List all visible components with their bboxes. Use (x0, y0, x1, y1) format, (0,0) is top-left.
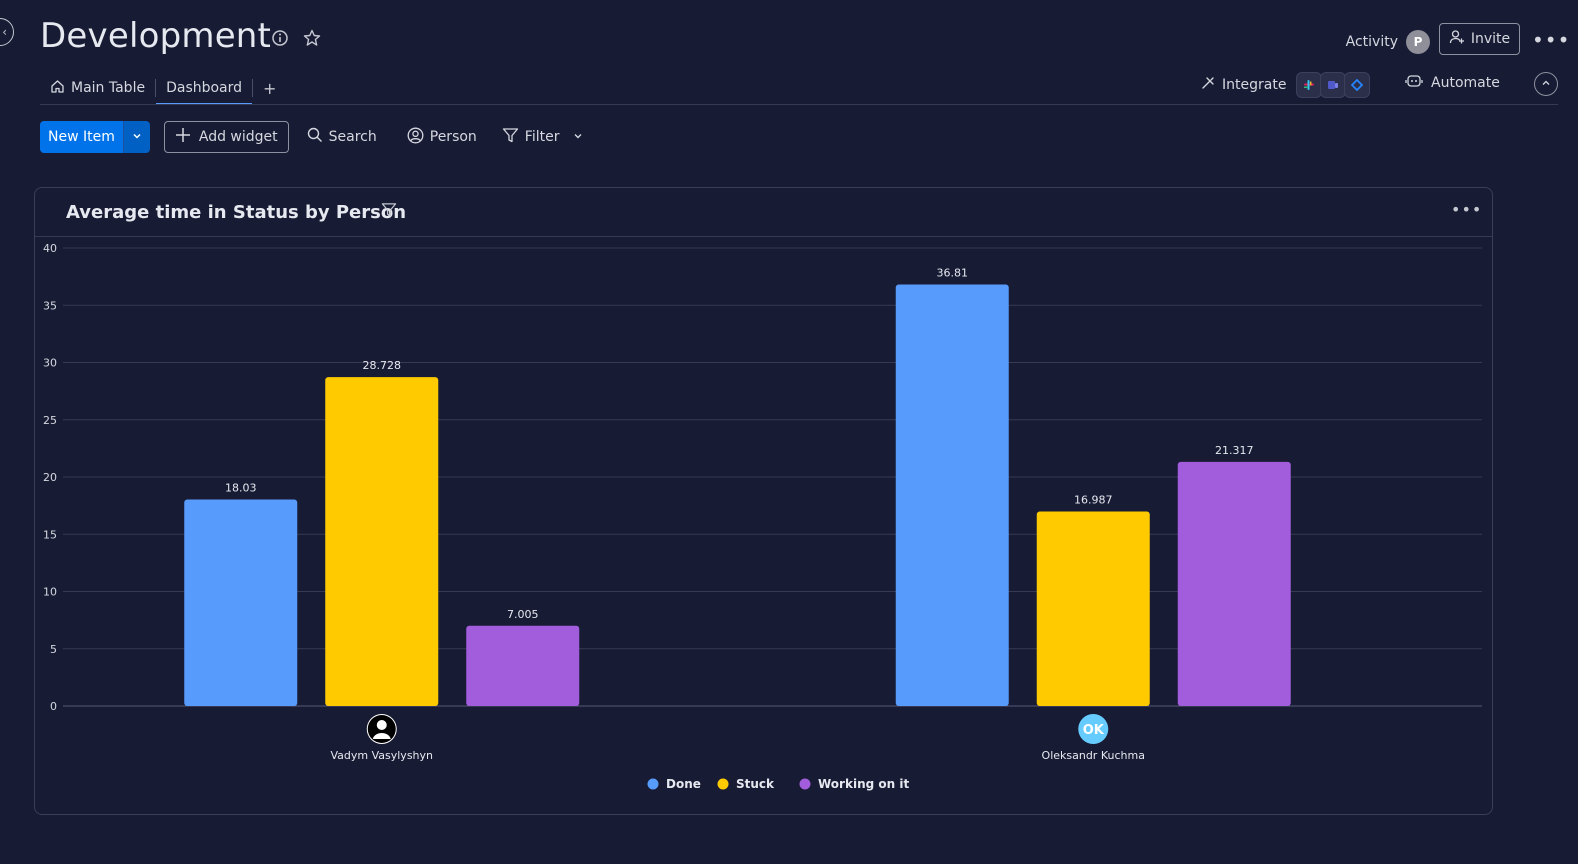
info-icon[interactable] (271, 29, 289, 47)
x-category-label: Vadym Vasylyshyn (330, 749, 433, 762)
chevron-left-icon: ‹ (2, 25, 7, 39)
invite-button[interactable]: Invite (1439, 23, 1520, 55)
y-tick-label: 5 (50, 643, 57, 656)
invite-label: Invite (1470, 31, 1511, 47)
automate-button[interactable]: Automate (1405, 74, 1500, 92)
add-user-icon (1449, 29, 1465, 49)
filter-button[interactable]: Filter (502, 121, 584, 153)
robot-icon (1405, 74, 1423, 92)
home-icon (50, 79, 65, 98)
widget-header: Average time in Status by Person ••• (35, 188, 1492, 237)
y-tick-label: 20 (43, 471, 57, 484)
data-label: 36.81 (937, 267, 969, 280)
search-button[interactable]: Search (307, 121, 377, 153)
legend-item-working-on-it[interactable]: Working on it (818, 777, 909, 791)
person-icon-body (372, 733, 391, 739)
chevron-up-icon (1541, 78, 1551, 91)
tabs-divider (40, 104, 1558, 105)
y-tick-label: 0 (50, 700, 57, 713)
x-category-label: Oleksandr Kuchma (1042, 749, 1145, 762)
data-label: 7.005 (507, 608, 539, 621)
person-filter-button[interactable]: Person (407, 121, 477, 153)
collapse-sidebar-button[interactable]: ‹ (0, 18, 14, 46)
bar-stuck[interactable] (325, 377, 439, 706)
search-icon (307, 127, 323, 147)
filter-icon[interactable] (381, 202, 397, 222)
filter-label: Filter (524, 129, 560, 145)
new-item-dropdown-button[interactable] (122, 121, 150, 153)
integrate-button[interactable]: Integrate (1200, 72, 1371, 98)
integration-apps (1296, 72, 1371, 98)
data-label: 18.03 (225, 482, 257, 495)
add-widget-label: Add widget (198, 129, 278, 145)
search-label: Search (328, 129, 377, 145)
legend-swatch (647, 778, 659, 790)
widget-more-icon[interactable]: ••• (1451, 200, 1483, 219)
plus-icon (175, 127, 191, 147)
automate-label: Automate (1431, 75, 1500, 91)
new-item-split-button: New Item (40, 121, 150, 153)
board-title[interactable]: Development (40, 16, 272, 56)
widget-title[interactable]: Average time in Status by Person (66, 202, 407, 223)
chart-widget: Average time in Status by Person ••• 0 5 1… (34, 187, 1493, 815)
board-toolbar: New Item Add widget Search Person Filter (40, 121, 583, 153)
new-item-button[interactable]: New Item (40, 121, 123, 153)
bar-done[interactable] (184, 499, 298, 706)
view-tabs: Main Table Dashboard + (40, 72, 286, 105)
teams-icon (1320, 72, 1347, 98)
person-label: Person (429, 129, 477, 145)
tab-label: Dashboard (166, 80, 243, 96)
collapse-header-button[interactable] (1534, 72, 1558, 96)
legend-swatch (717, 778, 729, 790)
tab-main-table[interactable]: Main Table (40, 72, 155, 104)
legend-item-done[interactable]: Done (666, 777, 701, 791)
more-horizontal-icon[interactable]: ••• (1532, 28, 1571, 52)
bar-done[interactable] (895, 284, 1009, 706)
person-circle-icon (407, 127, 424, 148)
tab-divider (155, 79, 157, 97)
y-tick-label: 10 (43, 586, 57, 599)
person-icon-head (376, 720, 387, 730)
jira-icon (1344, 72, 1371, 98)
avatar: P (1406, 30, 1430, 54)
chevron-down-icon[interactable] (573, 129, 583, 145)
bar-working-on-it[interactable] (466, 625, 580, 706)
data-label: 16.987 (1074, 493, 1113, 506)
y-tick-label: 40 (43, 242, 57, 255)
star-icon[interactable] (303, 29, 321, 47)
slack-icon (1296, 72, 1323, 98)
y-tick-label: 35 (43, 299, 57, 312)
legend-swatch (799, 778, 811, 790)
bar-stuck[interactable] (1036, 511, 1150, 706)
filter-icon (502, 127, 519, 148)
tab-divider (252, 79, 254, 97)
activity-label: Activity (1345, 34, 1398, 50)
add-widget-button[interactable]: Add widget (163, 121, 289, 153)
y-tick-label: 25 (43, 414, 57, 427)
activity-button[interactable]: Activity P (1346, 30, 1430, 54)
y-tick-label: 15 (43, 528, 57, 541)
y-tick-label: 30 (43, 357, 57, 370)
avatar-initials: OK (1083, 723, 1105, 738)
chevron-down-icon (132, 129, 142, 145)
tab-label: Main Table (71, 80, 146, 96)
data-label: 28.728 (363, 359, 402, 372)
avatar (1078, 714, 1109, 744)
legend-item-stuck[interactable]: Stuck (736, 777, 775, 791)
add-view-button[interactable]: + (263, 78, 277, 98)
integrate-icon (1200, 75, 1216, 95)
bar-chart: 0 5 10 15 20 25 30 35 40 18.03 28.728 7.005 Vadym Va… (43, 242, 1482, 791)
bar-working-on-it[interactable] (1177, 461, 1291, 706)
tab-dashboard[interactable]: Dashboard (156, 72, 253, 105)
data-label: 21.317 (1215, 444, 1254, 457)
integrate-label: Integrate (1222, 77, 1287, 93)
